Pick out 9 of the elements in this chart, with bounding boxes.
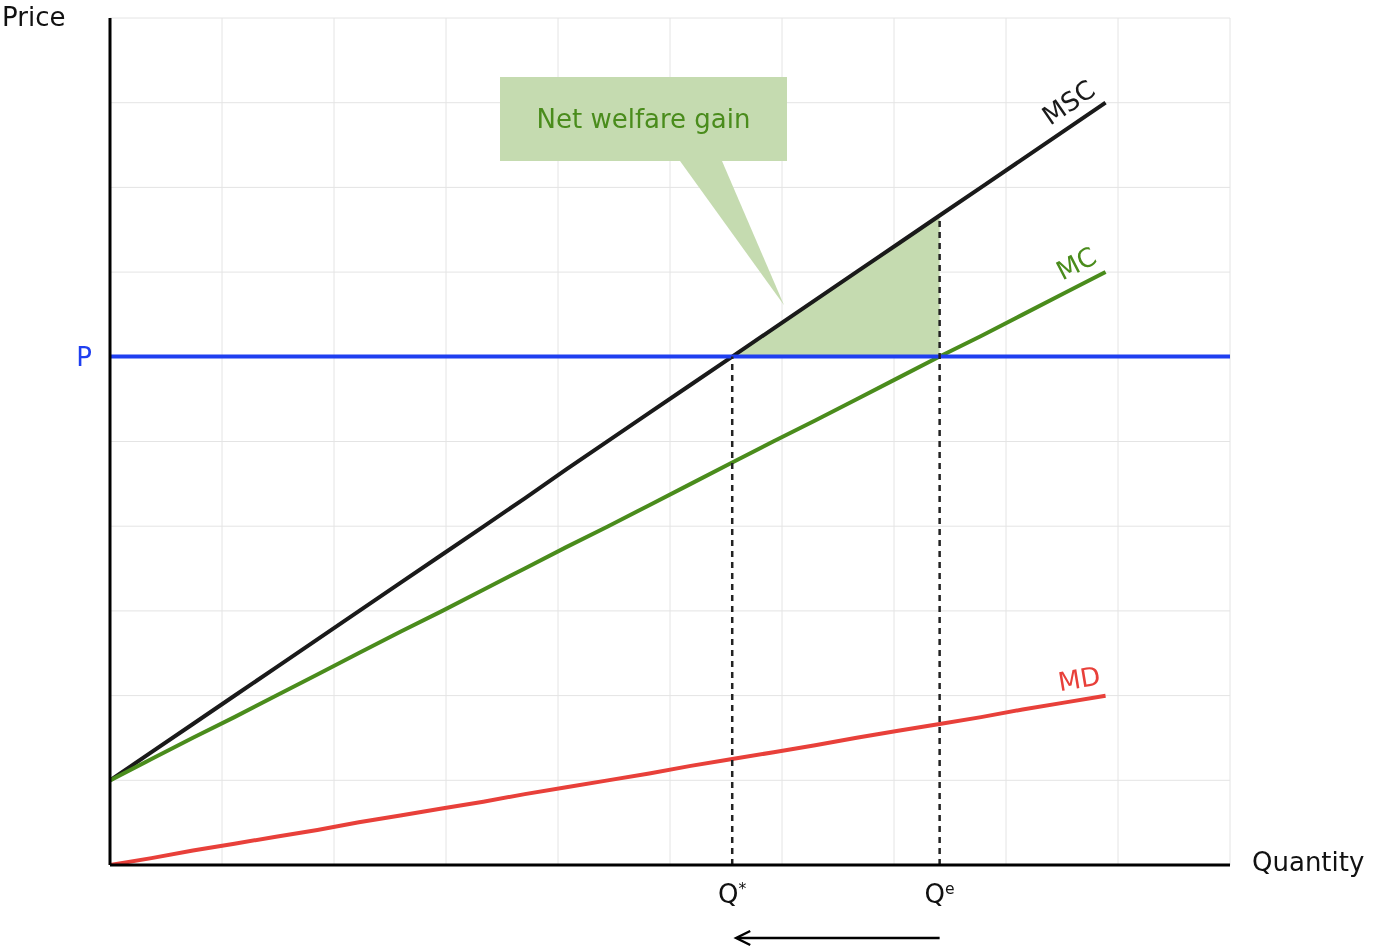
ref-line-label: P (76, 341, 92, 372)
annotation: Net welfare gain (536, 104, 751, 134)
x-tick-label: Q$^{e}$ (924, 879, 955, 909)
speech-callout: Net welfare gain (500, 77, 787, 306)
x-axis-title: Quantity (1252, 847, 1365, 877)
text: MD (1055, 660, 1103, 698)
x-tick-label: Q$^{*}$ (718, 879, 747, 909)
text: MC (1051, 240, 1102, 287)
y-axis-title: Price (2, 2, 66, 32)
